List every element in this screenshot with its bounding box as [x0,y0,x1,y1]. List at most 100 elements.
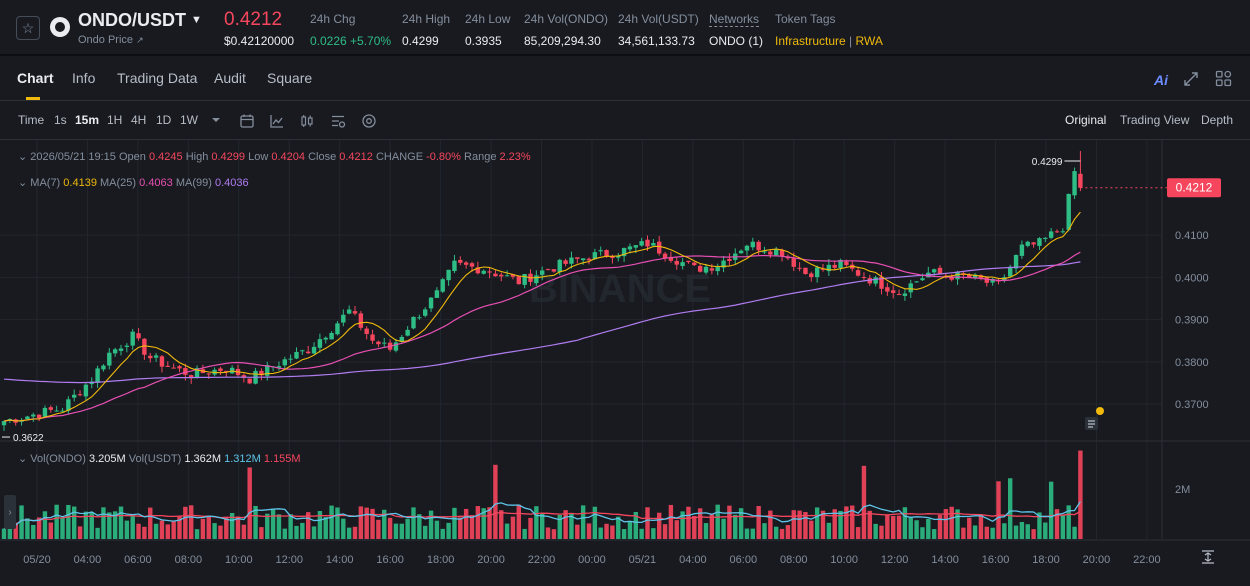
tag-rwa[interactable]: RWA [855,34,883,48]
event-dot[interactable] [1096,407,1104,415]
chart-scroll-handle[interactable]: › [4,495,16,529]
networks-label[interactable]: Networks [709,12,760,27]
layout-grid-icon[interactable] [1215,70,1232,87]
stat-label-24h-high: 24h High [402,12,451,26]
interval-time[interactable]: Time [18,113,45,127]
volume-bar [493,464,498,539]
candle-body [405,329,410,336]
stat-label-24h-vol-ondo: 24h Vol(ONDO) [524,12,609,26]
volume-bar [136,523,141,539]
candle-body [206,373,211,375]
volume-bar [7,524,13,539]
volume-bar [598,527,603,539]
interval-1w[interactable]: 1W [180,113,198,127]
volume-bar [540,512,545,539]
tab-info[interactable]: Info [72,70,96,86]
candle-body [241,375,247,378]
tab-audit[interactable]: Audit [214,70,246,86]
expand-icon[interactable] [1183,71,1199,87]
collapse-icon[interactable]: ⌄ [18,177,28,189]
volume-bar [850,505,855,539]
volume-bar [481,508,486,539]
volume-bar [1037,512,1042,539]
volume-bar [522,528,527,539]
x-tick-label: 05/21 [629,554,657,566]
volume-bar [118,506,124,539]
interval-15m[interactable]: 15m [75,113,100,127]
notes-icon[interactable] [1085,417,1098,430]
volume-bar [60,517,65,539]
volume-bar [42,511,48,539]
tab-chart[interactable]: Chart [17,70,54,86]
view-original[interactable]: Original [1065,113,1107,127]
candle-body [937,267,943,274]
volume-bar [569,513,574,539]
volume-bar [382,509,387,539]
volume-bar [779,528,785,539]
volume-bar [153,523,159,539]
favorite-star-button[interactable]: ☆ [16,16,40,40]
price-info-link[interactable]: Ondo Price ↗ [78,34,144,46]
volume-bar [189,505,194,539]
indicator-icon[interactable] [269,113,285,129]
candle-body [370,334,375,341]
interval-1h[interactable]: 1H [107,113,123,127]
volume-bar [990,527,995,539]
collapse-icon[interactable]: ⌄ [18,151,28,163]
candle-body [346,309,352,314]
collapse-icon[interactable]: ⌄ [18,453,28,465]
view-trading-view[interactable]: Trading View [1120,113,1190,127]
candle-body [475,267,481,274]
x-tick-label: 08:00 [175,554,203,566]
candle-body [25,416,30,420]
x-tick-label: 20:00 [477,554,505,566]
legend-volusdt-label: Vol(USDT) [128,453,182,465]
candle-body [972,274,978,278]
legend-volusdt: 1.362M [184,453,222,465]
tab-square[interactable]: Square [267,70,313,86]
volume-bar [972,525,978,539]
gear-icon[interactable] [361,113,377,129]
x-tick-label: 06:00 [730,554,758,566]
chart-settings-icon[interactable] [330,113,346,129]
volume-bar [306,512,311,539]
tab-bar: Chart Info Trading Data Audit Square Ai [0,56,1250,101]
calendar-icon[interactable] [239,113,255,129]
candle-body [54,410,59,412]
volume-bar [627,520,633,539]
interval-1d[interactable]: 1D [156,113,172,127]
candle-body [469,263,475,267]
pair-selector[interactable]: ONDO/USDT ▼ [78,10,202,31]
interval-more-dropdown[interactable] [211,117,221,123]
price-chart-area[interactable]: BINANCE 0.4100 0.4000 0.3900 0.3800 0.3700 05… [0,140,1250,586]
tag-infrastructure[interactable]: Infrastructure [775,34,846,48]
x-tick-label: 10:00 [830,554,858,566]
interval-1s[interactable]: 1s [54,113,67,127]
interval-4h[interactable]: 4H [131,113,147,127]
candle-style-icon[interactable] [299,113,315,129]
volume-bar [733,514,738,539]
candlestick-chart[interactable]: BINANCE 0.41000.40000.39000.38000.370005… [0,140,1250,586]
volume-bar [399,523,404,539]
volume-bar [727,505,732,539]
candle-body [194,368,200,378]
pair-name: ONDO/USDT [78,10,186,30]
volume-bar [1078,450,1083,539]
volume-bar [300,522,305,539]
volume-bar [510,516,516,539]
volume-bar [680,511,685,539]
volume-bar [662,524,668,539]
volume-bar [36,517,42,539]
volume-bar [335,507,340,539]
auto-scale-icon[interactable] [1200,549,1216,565]
volume-bar [177,516,182,539]
tab-trading-data[interactable]: Trading Data [117,70,198,86]
ai-button[interactable]: Ai [1154,72,1168,88]
volume-bar [200,518,206,539]
volume-bar [937,514,943,539]
candle-body [112,349,118,354]
legend-change-label: CHANGE [375,151,424,163]
volume-bar [475,506,481,539]
volume-bar [668,504,674,539]
view-depth[interactable]: Depth [1201,113,1234,127]
